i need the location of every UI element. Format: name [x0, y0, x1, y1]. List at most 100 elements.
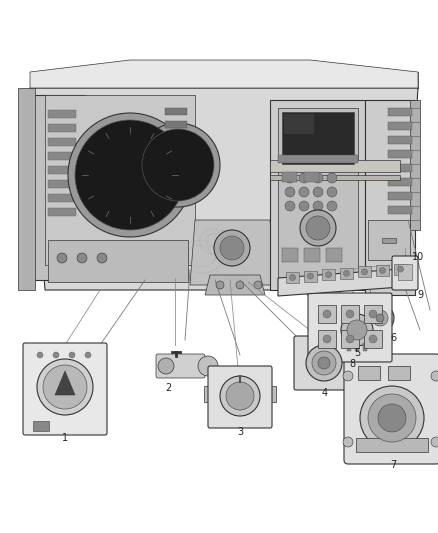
Bar [165, 134, 187, 141]
Bar [165, 108, 187, 115]
Circle shape [346, 335, 354, 343]
Circle shape [198, 356, 218, 376]
Circle shape [313, 187, 323, 197]
Circle shape [360, 386, 424, 450]
Circle shape [226, 382, 254, 410]
Bar [48, 208, 76, 216]
Bar [270, 160, 400, 172]
Text: 2: 2 [165, 383, 171, 393]
Circle shape [85, 352, 91, 358]
Circle shape [220, 236, 244, 260]
Bar [278, 108, 358, 278]
Bar [318, 305, 336, 323]
Bar [349, 353, 357, 365]
Circle shape [306, 345, 342, 381]
Bar [388, 136, 412, 144]
Bar [48, 152, 76, 160]
Circle shape [325, 272, 332, 278]
FancyBboxPatch shape [308, 293, 392, 362]
Circle shape [136, 123, 220, 207]
Bar [388, 150, 412, 158]
FancyBboxPatch shape [156, 354, 205, 378]
Bar [304, 248, 320, 262]
Bar [388, 192, 412, 200]
Bar [48, 124, 76, 132]
Circle shape [372, 310, 388, 326]
Circle shape [142, 129, 214, 201]
Bar [304, 271, 317, 281]
Circle shape [312, 351, 336, 375]
Bar [282, 172, 297, 182]
Circle shape [57, 253, 67, 263]
Circle shape [376, 314, 384, 322]
Circle shape [313, 173, 323, 183]
Circle shape [347, 320, 367, 340]
Text: 6: 6 [390, 333, 396, 343]
FancyBboxPatch shape [294, 336, 353, 390]
Polygon shape [55, 371, 75, 395]
Bar [304, 172, 319, 182]
Circle shape [323, 335, 331, 343]
Polygon shape [270, 100, 365, 290]
Bar [270, 175, 400, 180]
Bar [341, 330, 359, 348]
Circle shape [158, 358, 174, 374]
Text: 9: 9 [417, 290, 423, 300]
Bar [347, 343, 351, 351]
Bar [410, 100, 420, 230]
Polygon shape [30, 88, 418, 290]
Bar [388, 108, 412, 116]
Circle shape [77, 253, 87, 263]
Bar [363, 343, 367, 351]
Bar [48, 194, 76, 202]
Bar [388, 206, 412, 214]
Circle shape [299, 201, 309, 211]
Circle shape [69, 352, 75, 358]
Bar [204, 386, 212, 402]
Circle shape [366, 304, 394, 332]
Bar [398, 264, 412, 280]
Polygon shape [30, 72, 418, 88]
Bar [341, 305, 359, 323]
Circle shape [285, 201, 295, 211]
Bar [284, 114, 314, 134]
Bar [48, 240, 188, 282]
Bar [364, 330, 382, 348]
Bar [48, 166, 76, 174]
Bar [278, 155, 358, 163]
Polygon shape [18, 88, 35, 290]
Polygon shape [205, 275, 265, 295]
Circle shape [75, 120, 185, 230]
FancyBboxPatch shape [392, 256, 418, 290]
Polygon shape [25, 95, 85, 280]
Bar [394, 264, 407, 274]
Circle shape [369, 335, 377, 343]
Bar [268, 386, 276, 402]
Polygon shape [278, 268, 415, 296]
Circle shape [97, 253, 107, 263]
Circle shape [53, 352, 59, 358]
Circle shape [236, 281, 244, 289]
Circle shape [313, 201, 323, 211]
FancyBboxPatch shape [23, 343, 107, 435]
Polygon shape [30, 60, 418, 88]
Circle shape [346, 310, 354, 318]
Circle shape [37, 352, 43, 358]
Circle shape [299, 173, 309, 183]
Circle shape [299, 187, 309, 197]
Bar [388, 122, 412, 130]
FancyBboxPatch shape [344, 354, 438, 464]
Circle shape [306, 216, 330, 240]
Polygon shape [45, 95, 195, 265]
Bar [282, 112, 354, 164]
Circle shape [327, 201, 337, 211]
Circle shape [378, 404, 406, 432]
Bar [165, 147, 187, 154]
Bar [282, 248, 298, 262]
Circle shape [290, 274, 296, 280]
Circle shape [285, 173, 295, 183]
Bar [165, 121, 187, 128]
Text: 5: 5 [354, 348, 360, 358]
Text: 4: 4 [322, 388, 328, 398]
Circle shape [341, 314, 373, 346]
